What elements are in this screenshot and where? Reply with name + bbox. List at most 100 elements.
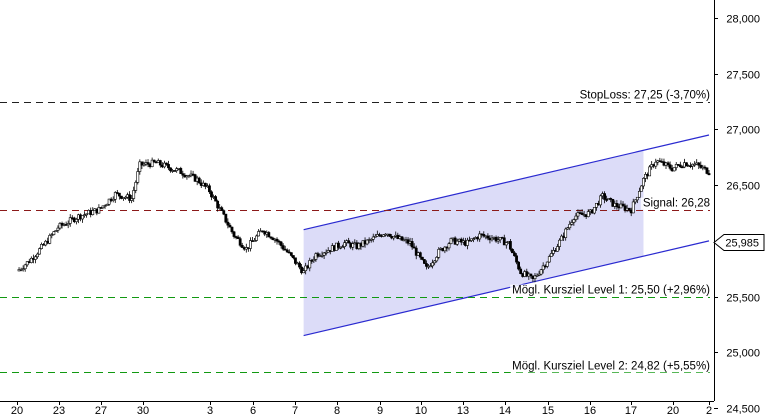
candle [103, 204, 107, 209]
candle [418, 251, 422, 260]
candle [50, 233, 54, 239]
candle-body [539, 269, 543, 275]
level-label-3: Mögl. Kursziel Level 1: 25,50 (+2,96%) [512, 285, 710, 297]
candle [269, 236, 273, 240]
candle-body [668, 164, 672, 169]
candle-body [36, 253, 39, 258]
candle [238, 236, 242, 248]
candle-body [312, 259, 316, 262]
candle-body [420, 256, 424, 260]
candle [371, 233, 375, 243]
candle [482, 231, 486, 238]
candle [707, 170, 711, 176]
candle [490, 234, 494, 242]
candle-body [294, 257, 297, 264]
candle [341, 244, 344, 248]
candle [502, 234, 506, 246]
candle [142, 161, 146, 167]
candle-body [97, 207, 101, 214]
candle [572, 218, 576, 226]
candle [40, 242, 43, 250]
candle-body [570, 222, 574, 225]
candle [113, 191, 117, 203]
candle [699, 161, 703, 169]
candle-body [423, 259, 426, 264]
candle [56, 225, 60, 233]
candle-body [68, 217, 72, 224]
candle-body [648, 166, 652, 177]
candle-body [541, 265, 545, 271]
candle-body [564, 228, 568, 238]
candle-body [382, 234, 385, 237]
candle-body [674, 164, 678, 168]
candle [134, 180, 138, 194]
candle-body [547, 256, 551, 263]
candle-body [609, 198, 613, 200]
candle-body [337, 242, 340, 248]
candle [425, 260, 428, 270]
candle-body [678, 164, 682, 168]
candle [549, 249, 553, 257]
candle-body [697, 162, 701, 166]
candle [277, 239, 281, 245]
candle-body [515, 255, 518, 263]
candle-body [142, 163, 146, 166]
y-tick-label: 25,500 [726, 293, 760, 305]
candle-body [150, 159, 154, 167]
candle-body [277, 240, 281, 243]
candle [150, 157, 154, 168]
candle-body [111, 198, 115, 201]
candle-body [504, 242, 508, 246]
candle [351, 241, 355, 251]
candle-body [210, 191, 213, 198]
level-label-2: Signal: 26,28 [643, 198, 710, 210]
candle-body [410, 241, 414, 248]
y-tick-label: 28,000 [726, 14, 760, 26]
candle-body [447, 243, 451, 249]
candle [210, 190, 213, 201]
candle-body [302, 270, 306, 274]
candle [566, 226, 570, 230]
candle [58, 222, 62, 230]
candle [136, 167, 140, 185]
level-labels: StopLoss: 27,25 (-3,70%) Signal: 26,28 Mög… [510, 89, 713, 373]
x-axis-ticks: 20 23 27 30 3 6 7 8 9 10 13 14 15 16 17 20 2 [11, 401, 712, 417]
candle-body [640, 185, 643, 192]
candle [472, 237, 475, 243]
candle-body [208, 185, 211, 193]
candle [369, 238, 373, 243]
candle-body [556, 246, 559, 252]
candle-body [414, 247, 418, 256]
candle-body [226, 221, 230, 226]
candle-body [631, 201, 635, 214]
candle [392, 236, 396, 241]
x-tick-label: 10 [415, 405, 427, 417]
candle-body [285, 249, 289, 253]
candle-body [572, 219, 576, 223]
candle-body [455, 240, 459, 245]
candle-body [91, 210, 95, 215]
candle [283, 245, 287, 251]
level-label-4: Mögl. Kursziel Level 2: 24,82 (+5,55%) [512, 360, 710, 372]
candle-body [230, 226, 234, 233]
candle-body [437, 249, 441, 258]
candle-body [371, 236, 375, 240]
candle [68, 214, 72, 227]
candle [570, 219, 574, 226]
level-label-bg-3 [510, 284, 713, 297]
candle-body [187, 175, 191, 178]
x-tick-label: 17 [625, 405, 637, 417]
candle-body [113, 192, 117, 200]
candle [654, 158, 658, 169]
candle [533, 273, 537, 283]
candle [621, 201, 625, 207]
candle [23, 263, 27, 272]
candle [648, 165, 652, 177]
candle [705, 167, 709, 175]
candle-body [236, 236, 240, 239]
candle-body [238, 238, 242, 246]
x-tick-label: 30 [137, 405, 149, 417]
candle [400, 236, 404, 241]
candle [388, 233, 392, 237]
candle-body [699, 164, 703, 168]
